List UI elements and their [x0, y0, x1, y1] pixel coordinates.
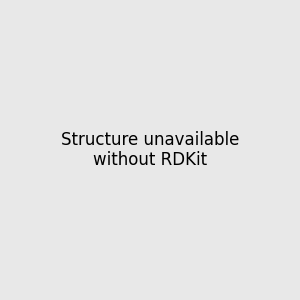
Text: Structure unavailable
without RDKit: Structure unavailable without RDKit	[61, 130, 239, 170]
